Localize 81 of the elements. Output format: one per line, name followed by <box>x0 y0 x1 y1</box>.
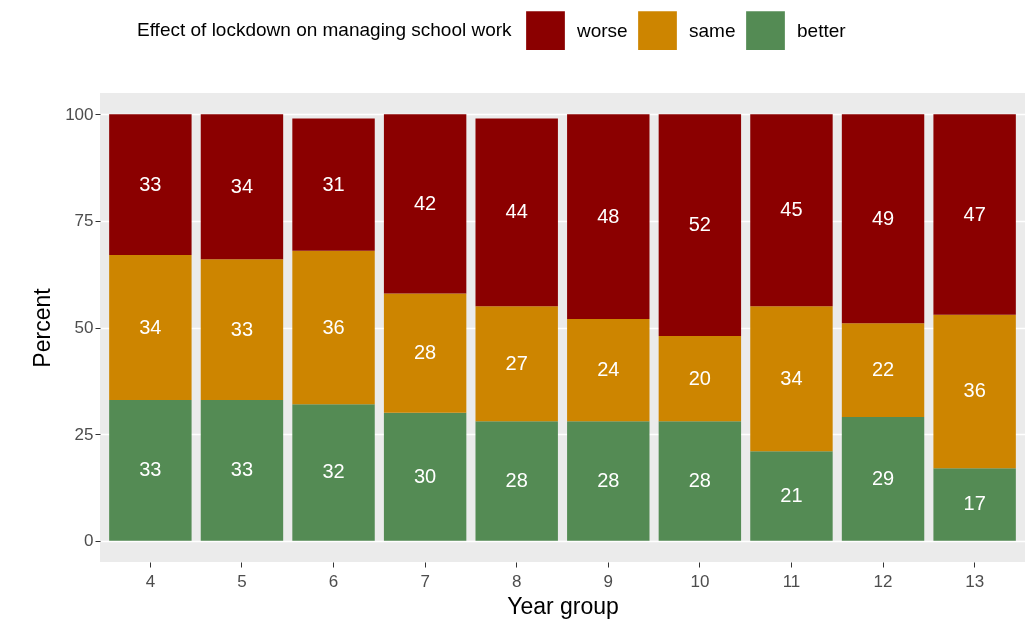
data-label: 24 <box>597 358 620 381</box>
data-label: 34 <box>230 174 254 197</box>
data-label: 48 <box>597 204 620 227</box>
y-tick-label: 50 <box>74 318 94 337</box>
data-label: 33 <box>230 458 254 481</box>
data-label: 30 <box>414 464 437 487</box>
legend-label: worse <box>576 19 628 41</box>
data-label: 42 <box>414 191 437 214</box>
y-tick-label: 75 <box>74 211 94 231</box>
bar <box>750 451 833 541</box>
data-label: 36 <box>322 315 345 338</box>
bar <box>383 412 467 541</box>
x-tick-label: 11 <box>782 571 801 591</box>
data-label: 44 <box>505 200 528 223</box>
data-label: 52 <box>688 213 711 236</box>
data-label: 33 <box>230 317 254 340</box>
bar <box>841 417 925 541</box>
x-tick-label: 5 <box>237 571 247 591</box>
x-tick-label: 4 <box>145 571 156 591</box>
bar <box>200 399 284 541</box>
y-tick-label: 25 <box>74 424 94 444</box>
data-label: 33 <box>139 172 162 195</box>
x-tick-label: 13 <box>965 571 985 591</box>
bar <box>200 114 284 260</box>
legend-title: Effect of lockdown on managing school work <box>137 19 513 40</box>
data-label: 28 <box>414 341 437 364</box>
data-label: 45 <box>780 198 803 221</box>
bar <box>933 114 1016 315</box>
legend-label: same <box>689 19 736 41</box>
data-label: 27 <box>505 351 528 374</box>
data-label: 20 <box>688 366 711 389</box>
bar <box>567 318 650 422</box>
bar <box>750 114 833 307</box>
data-label: 34 <box>139 315 162 338</box>
data-label: 49 <box>871 206 895 229</box>
legend-label: better <box>797 19 847 41</box>
bar <box>383 114 467 294</box>
bar <box>292 404 375 541</box>
bar <box>750 306 833 452</box>
data-label: 28 <box>505 468 528 491</box>
bar <box>475 421 558 541</box>
data-label: 32 <box>322 460 345 483</box>
bar <box>383 293 467 413</box>
data-label: 36 <box>963 379 986 402</box>
data-label: 17 <box>963 492 986 515</box>
x-tick-label: 9 <box>603 571 614 591</box>
data-label: 22 <box>871 358 895 381</box>
x-tick-label: 12 <box>873 571 893 591</box>
y-tick-label: 100 <box>65 104 94 124</box>
data-label: 28 <box>688 468 711 491</box>
data-label: 28 <box>597 468 620 491</box>
x-tick-label: 6 <box>328 571 339 591</box>
data-label: 29 <box>871 466 895 489</box>
data-label: 47 <box>963 202 986 225</box>
bar <box>475 306 558 422</box>
x-tick-label: 10 <box>690 571 710 591</box>
bar <box>841 323 925 418</box>
bar <box>109 114 192 256</box>
bar <box>109 399 192 541</box>
bar <box>658 421 742 541</box>
x-tick-label: 8 <box>511 571 522 591</box>
y-axis-title: Percent <box>29 287 56 368</box>
bar <box>933 314 1016 469</box>
x-axis-title: Year group <box>507 592 619 619</box>
data-label: 33 <box>139 458 162 481</box>
bar <box>933 468 1016 541</box>
bar <box>658 336 742 422</box>
bar <box>567 114 650 319</box>
data-label: 31 <box>322 172 345 195</box>
data-label: 21 <box>780 483 803 506</box>
bar <box>109 255 192 400</box>
bar <box>658 114 742 337</box>
bar <box>292 118 375 251</box>
bar <box>475 118 558 307</box>
bar <box>841 114 925 324</box>
bar <box>567 421 650 541</box>
y-tick-label: 0 <box>84 531 94 551</box>
x-tick-label: 7 <box>420 571 430 591</box>
bar <box>200 259 284 400</box>
bar <box>292 250 375 405</box>
data-label: 34 <box>780 366 803 389</box>
